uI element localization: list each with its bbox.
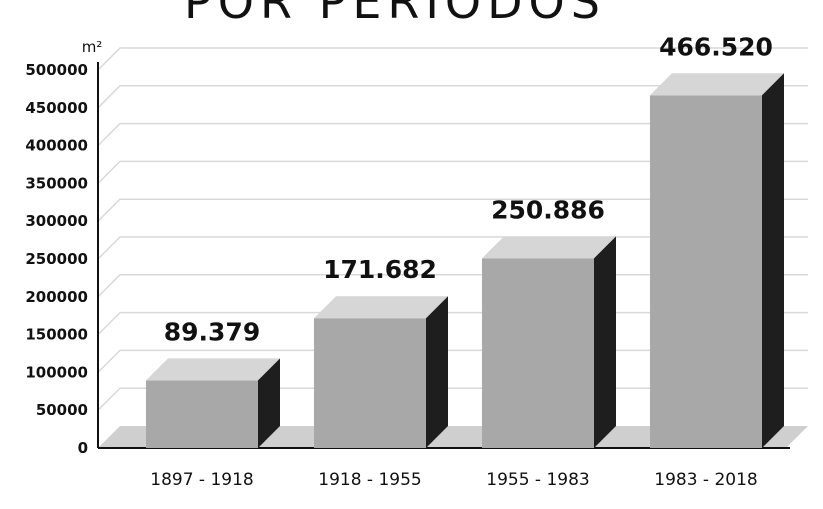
data-labels: 89.379 171.682 250.886 466.520 [164, 32, 773, 346]
bar-front [482, 258, 594, 448]
bars [146, 73, 784, 448]
bar-2 [314, 296, 448, 448]
data-label: 250.886 [491, 195, 605, 224]
bar-side [762, 73, 784, 448]
y-tick-label: 100000 [25, 363, 88, 381]
y-axis-unit: m² [82, 38, 103, 56]
bar-side [426, 296, 448, 448]
bar-top [482, 236, 616, 259]
category-labels: 1897 - 1918 1918 - 1955 1955 - 1983 1983 - … [150, 470, 757, 490]
floor-platform [98, 426, 808, 448]
y-tick-label: 50000 [36, 401, 88, 419]
data-label: 466.520 [659, 32, 773, 61]
y-tick-label: 400000 [25, 137, 88, 155]
bar-front [314, 318, 426, 448]
gridline [97, 198, 808, 222]
x-tick-label: 1983 - 2018 [654, 470, 757, 490]
y-tick-label: 150000 [25, 326, 88, 344]
y-tick-label: 450000 [25, 99, 88, 117]
y-tick-label: 0 [78, 439, 88, 457]
y-tick-label: 350000 [25, 174, 88, 192]
y-tick-label: 300000 [25, 212, 88, 230]
chart-floor [98, 426, 808, 448]
gridline [97, 160, 808, 184]
bar-3 [482, 236, 616, 448]
x-tick-label: 1897 - 1918 [150, 470, 253, 490]
bar-1 [146, 358, 280, 448]
y-tick-label: 200000 [25, 288, 88, 306]
bar-top [650, 73, 784, 96]
data-label: 171.682 [323, 255, 437, 284]
bar-side [594, 236, 616, 448]
bar-top [314, 296, 448, 319]
bar-4 [650, 73, 784, 448]
y-tick-labels: 0 50000 100000 150000 200000 250000 300000 3500… [25, 61, 88, 457]
bar-top [146, 358, 280, 381]
x-tick-label: 1918 - 1955 [318, 470, 421, 490]
y-tick-label: 250000 [25, 250, 88, 268]
gridline [97, 85, 808, 109]
gridlines [97, 47, 808, 411]
data-label: 89.379 [164, 317, 260, 346]
y-tick-label: 500000 [25, 61, 88, 79]
chart-title: POR PERIODOS [184, 0, 606, 29]
bar-side [258, 358, 280, 448]
x-tick-label: 1955 - 1983 [486, 470, 589, 490]
gridline [97, 122, 808, 147]
gridline [97, 47, 808, 71]
bar-front [650, 95, 762, 448]
bar-front [146, 380, 258, 448]
